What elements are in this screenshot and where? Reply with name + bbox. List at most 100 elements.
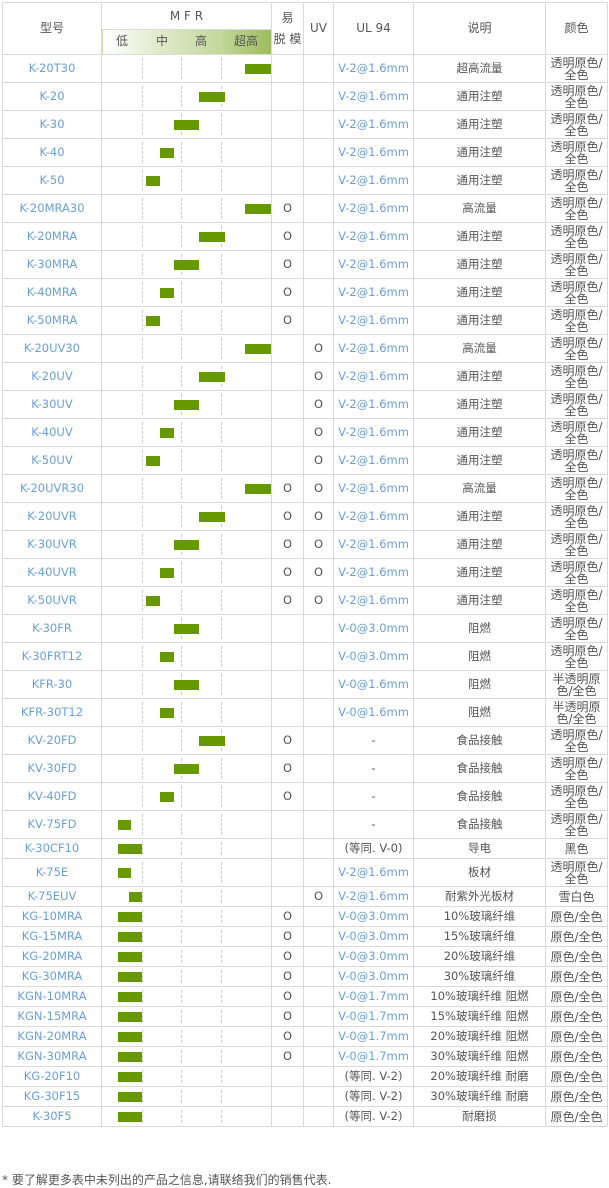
ul94-cell: V-0@3.0mm [333,946,414,967]
mfr-bar [245,203,271,214]
mfr-level-ultra: 超高 [234,34,259,48]
mfr-cell [101,726,272,755]
mfr-gridline [181,842,183,855]
color-cell: 透明原色/全色 [545,502,608,531]
mfr-gridline [141,142,143,163]
mfr-bar [117,971,142,982]
table-row: KG-30MRA O V-0@3.0mm 30%玻璃纤维 原色/全色 [2,966,608,987]
mfr-gridline [141,478,143,499]
uv-cell [303,838,334,859]
uv-cell: O [303,530,334,559]
release-cell [271,1066,304,1087]
table-row: KG-30F15 (等同. V-2) 30%玻璃纤维 耐磨 原色/全色 [2,1086,608,1107]
uv-cell [303,110,334,139]
release-cell: O [271,782,304,811]
desc-cell: 30%玻璃纤维 耐磨 [413,1086,546,1107]
mfr-gridline [221,930,223,943]
release-cell: O [271,586,304,615]
mfr-gridline [221,1110,223,1123]
mfr-bar [145,175,160,186]
release-cell [271,670,304,699]
release-cell: O [271,530,304,559]
mfr-bar [159,287,174,298]
ul94-cell: V-2@1.6mm [333,418,414,447]
mfr-gridline [141,170,143,191]
color-cell: 透明原色/全色 [545,418,608,447]
mfr-gridline [221,1070,223,1083]
mfr-gridline [221,562,223,583]
uv-cell [303,858,334,887]
mfr-gridline [181,1090,183,1103]
mfr-gridline [141,702,143,723]
color-cell: 透明原色/全色 [545,82,608,111]
release-cell [271,82,304,111]
mfr-bar [117,867,131,878]
model-cell: K-40 [2,138,102,167]
mfr-bar [159,147,174,158]
release-cell [271,334,304,363]
color-cell: 透明原色/全色 [545,222,608,251]
mfr-gridline [181,1110,183,1123]
mfr-cell [101,82,272,111]
mfr-gridline [221,534,223,555]
color-cell: 透明原色/全色 [545,194,608,223]
table-row: KV-75FD - 食品接触 透明原色/全色 [2,810,608,839]
mfr-cell [101,222,272,251]
header-desc: 说明 [413,2,546,55]
header-release-top: 易 [281,10,294,25]
mfr-gridline [221,674,223,695]
header-release: 易脱 模 [271,2,304,55]
desc-cell: 高流量 [413,334,546,363]
ul94-cell: (等同. V-2) [333,1086,414,1107]
table-row: K-75EUV O V-2@1.6mm 耐紫外光板材 雪白色 [2,886,608,907]
model-cell: KV-40FD [2,782,102,811]
table-row: K-20MRA O V-2@1.6mm 通用注塑 透明原色/全色 [2,222,608,251]
mfr-gridline [141,282,143,303]
mfr-cell [101,1006,272,1027]
model-cell: KG-20MRA [2,946,102,967]
header-mfr: M F R [101,2,272,30]
release-cell [271,614,304,643]
mfr-gridline [221,862,223,883]
mfr-bar [117,1071,142,1082]
mfr-bar [245,63,271,74]
mfr-cell [101,446,272,475]
mfr-gridline [221,338,223,359]
mfr-gridline [181,366,183,387]
color-cell: 原色/全色 [545,1006,608,1027]
table-row: K-30 V-2@1.6mm 通用注塑 透明原色/全色 [2,110,608,139]
table-row: K-20UVR O O V-2@1.6mm 通用注塑 透明原色/全色 [2,502,608,531]
mfr-gridline [221,282,223,303]
release-cell: O [271,306,304,335]
color-cell: 原色/全色 [545,946,608,967]
table-row: KFR-30 V-0@1.6mm 阻燃 半透明原色/全色 [2,670,608,699]
mfr-scale: 低 中 高 超高 [101,29,272,55]
table-row: K-50UV O V-2@1.6mm 通用注塑 透明原色/全色 [2,446,608,475]
mfr-gridline [141,950,143,963]
mfr-gridline [221,618,223,639]
uv-cell [303,782,334,811]
model-cell: K-75E [2,858,102,887]
uv-cell [303,698,334,727]
desc-cell: 通用注塑 [413,418,546,447]
mfr-gridline [141,534,143,555]
table-row: K-50 V-2@1.6mm 通用注塑 透明原色/全色 [2,166,608,195]
table-row: K-20MRA30 O V-2@1.6mm 高流量 透明原色/全色 [2,194,608,223]
mfr-level-high: 高 [195,34,208,48]
mfr-bar [173,679,200,690]
color-cell: 原色/全色 [545,1046,608,1067]
color-cell: 透明原色/全色 [545,726,608,755]
mfr-gridline [181,730,183,751]
mfr-bar [145,315,160,326]
desc-cell: 高流量 [413,194,546,223]
mfr-gridline [221,786,223,807]
uv-cell: O [303,418,334,447]
model-cell: KGN-30MRA [2,1046,102,1067]
table-row: K-40UVR O O V-2@1.6mm 通用注塑 透明原色/全色 [2,558,608,587]
mfr-gridline [221,702,223,723]
table-row: KV-20FD O - 食品接触 透明原色/全色 [2,726,608,755]
mfr-bar [173,539,200,550]
color-cell: 透明原色/全色 [545,586,608,615]
ul94-cell: V-0@1.7mm [333,1026,414,1047]
uv-cell [303,82,334,111]
